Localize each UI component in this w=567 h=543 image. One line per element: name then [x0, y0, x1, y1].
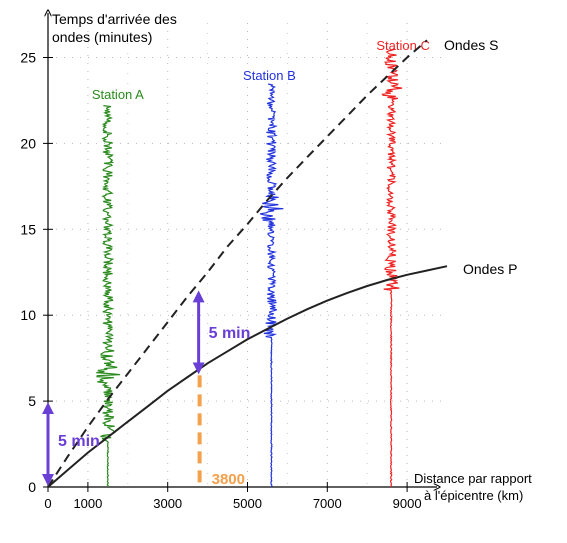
y-axis-label-line2: ondes (minutes): [52, 29, 152, 45]
seismogram-label-1: Station A: [92, 87, 144, 102]
series-line-ondes-p: [47, 265, 448, 488]
seismogram-3: [381, 48, 403, 488]
seismogram-2: [259, 83, 284, 488]
series-line-ondes-s: [47, 39, 428, 488]
y-tick-label-0: 0: [28, 479, 36, 495]
x-tick-label-0: 0: [44, 496, 51, 511]
x-tick-label-1: 1000: [73, 496, 102, 511]
x-tick-label-4: 7000: [313, 496, 342, 511]
x-axis-label-line1: Distance par rapport: [414, 471, 532, 486]
seismogram-label-2: Station B: [243, 68, 296, 83]
y-tick-label-1: 5: [28, 393, 36, 409]
five-min-label-1: 5 min: [58, 433, 100, 450]
series-label-ondes-p: Ondes P: [463, 261, 517, 277]
y-tick-label-2: 10: [20, 307, 36, 323]
distance-marker-label: 3800: [212, 471, 245, 488]
x-axis-label-line2: à l'épicentre (km): [424, 488, 523, 503]
five-min-label-2: 5 min: [209, 325, 251, 342]
y-tick-label-3: 15: [20, 221, 36, 237]
x-tick-label-5: 9000: [393, 496, 422, 511]
seismogram-1: [96, 105, 121, 488]
x-tick-label-2: 3000: [153, 496, 182, 511]
x-tick-label-3: 5000: [233, 496, 262, 511]
y-tick-label-5: 25: [20, 50, 36, 66]
seismogram-label-3: Station C: [376, 38, 429, 53]
y-tick-label-4: 20: [20, 135, 36, 151]
y-axis-label-line1: Temps d'arrivée des: [52, 11, 177, 27]
series-label-ondes-s: Ondes S: [444, 37, 498, 53]
